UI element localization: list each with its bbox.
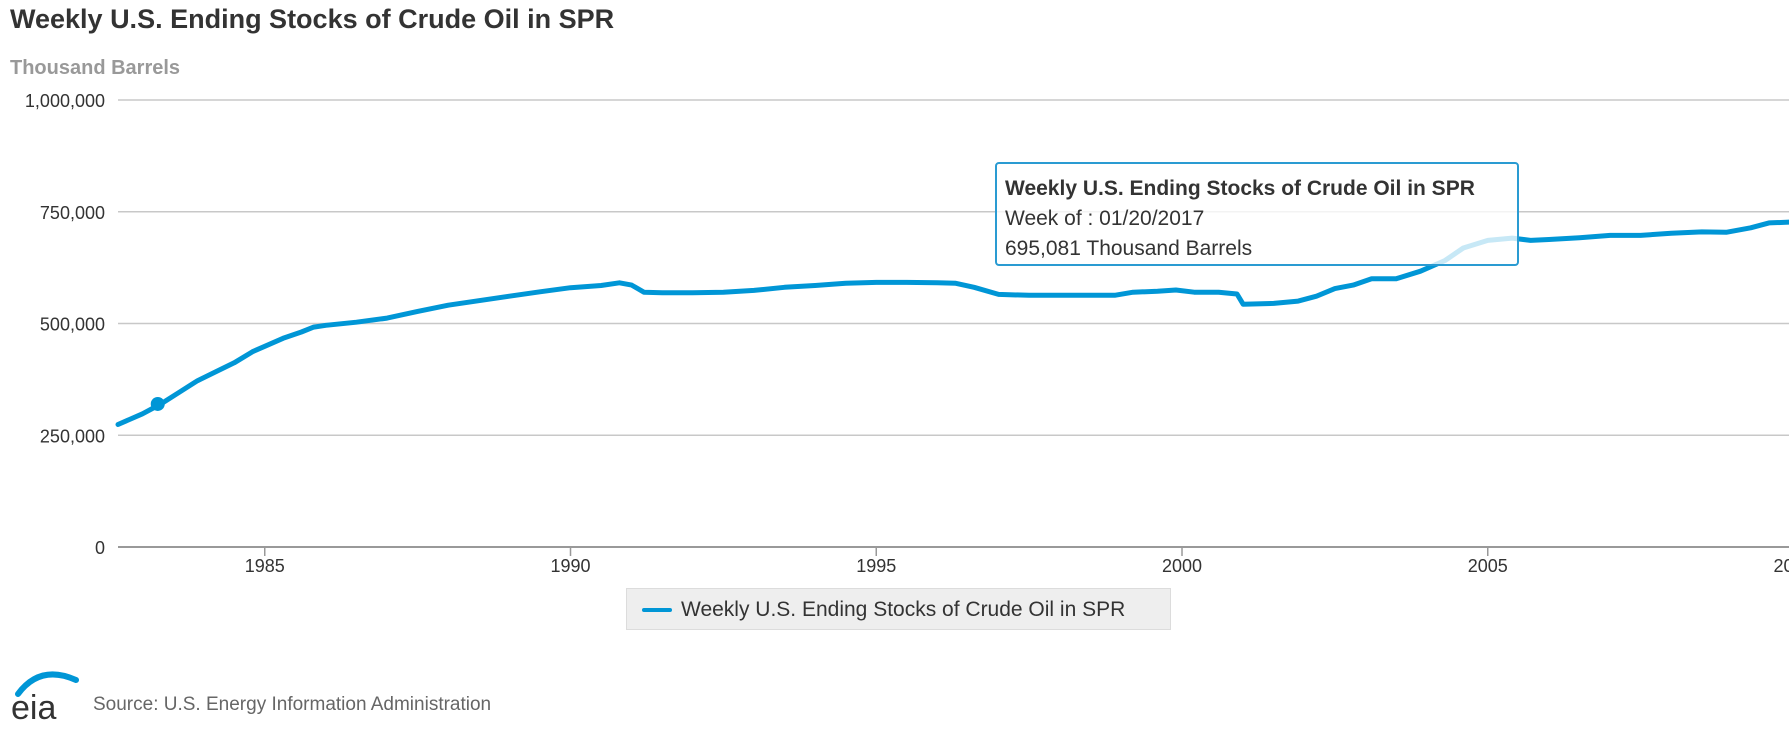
x-axis-ticks: 19851990199520002005201020152020 bbox=[245, 547, 1789, 576]
highlighted-marker bbox=[150, 396, 165, 411]
x-tick-label: 1995 bbox=[856, 556, 896, 576]
series-line bbox=[115, 219, 1789, 427]
y-tick-label: 500,000 bbox=[40, 315, 105, 335]
y-tick-label: 250,000 bbox=[40, 426, 105, 446]
legend-swatch bbox=[642, 608, 672, 612]
chart-title: Weekly U.S. Ending Stocks of Crude Oil i… bbox=[10, 4, 615, 34]
y-axis-ticks: 0 250,000 500,000 750,000 1,000,000 bbox=[25, 91, 105, 558]
plot-area bbox=[115, 219, 1789, 427]
x-tick-label: 2000 bbox=[1162, 556, 1202, 576]
data-tooltip: Weekly U.S. Ending Stocks of Crude Oil i… bbox=[995, 162, 1519, 266]
x-tick-label: 2010 bbox=[1773, 556, 1789, 576]
y-tick-label: 750,000 bbox=[40, 203, 105, 223]
x-tick-label: 2005 bbox=[1468, 556, 1508, 576]
logo-text: eia bbox=[11, 689, 56, 724]
y-axis-unit-label: Thousand Barrels bbox=[10, 57, 181, 79]
source-note: Source: U.S. Energy Information Administ… bbox=[93, 694, 492, 715]
grid-lines bbox=[118, 99, 1789, 548]
eia-logo[interactable]: eia bbox=[10, 664, 80, 724]
tooltip-title: Weekly U.S. Ending Stocks of Crude Oil i… bbox=[1005, 177, 1475, 200]
x-tick-label: 1990 bbox=[550, 556, 590, 576]
tooltip-week: Week of : 01/20/2017 bbox=[1005, 207, 1205, 230]
y-tick-label: 0 bbox=[95, 538, 105, 558]
y-tick-label: 1,000,000 bbox=[25, 91, 105, 111]
legend[interactable]: Weekly U.S. Ending Stocks of Crude Oil i… bbox=[626, 588, 1171, 630]
x-tick-label: 1985 bbox=[245, 556, 285, 576]
tooltip-value: 695,081 Thousand Barrels bbox=[1005, 237, 1253, 260]
legend-label[interactable]: Weekly U.S. Ending Stocks of Crude Oil i… bbox=[681, 598, 1126, 621]
